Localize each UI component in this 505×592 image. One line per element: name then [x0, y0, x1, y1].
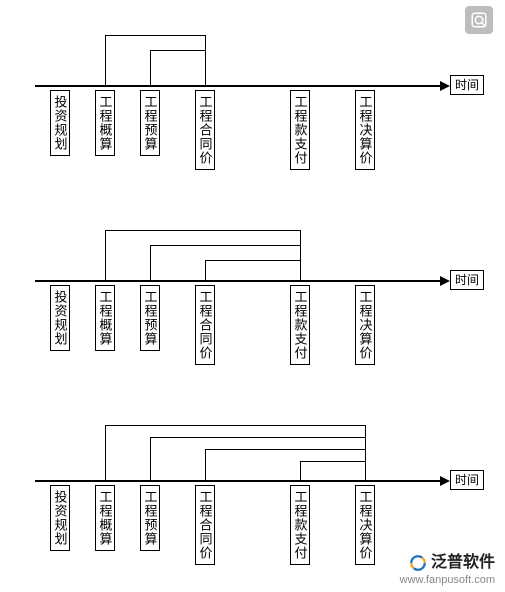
connector-vertical — [300, 230, 301, 280]
connector-horizontal — [300, 461, 365, 462]
stage-box-s5: 工程款支付 — [290, 90, 310, 170]
timeline — [35, 480, 440, 482]
connector-horizontal — [205, 260, 300, 261]
diagram-1: 时间投资规划 工程概算 工程预算 工程合同价 工程款支付 工程决算价 — [0, 0, 505, 180]
connector-horizontal — [105, 35, 205, 36]
brand-logo-icon — [409, 554, 427, 572]
connector-vertical — [150, 245, 151, 280]
connector-horizontal — [105, 425, 365, 426]
connector-vertical — [150, 50, 151, 85]
connector-vertical — [105, 230, 106, 280]
time-axis-label: 时间 — [450, 75, 484, 95]
timeline-arrow-icon — [440, 476, 450, 486]
connector-vertical — [205, 449, 206, 480]
connector-horizontal — [105, 230, 300, 231]
time-axis-label: 时间 — [450, 270, 484, 290]
stage-box-s4: 工程合同价 — [195, 90, 215, 170]
connector-vertical — [150, 437, 151, 480]
stage-box-s5: 工程款支付 — [290, 285, 310, 365]
brand-watermark: 泛普软件 www.fanpusoft.com — [400, 554, 495, 588]
connector-horizontal — [150, 437, 365, 438]
stage-box-s4: 工程合同价 — [195, 485, 215, 565]
stage-box-s3: 工程预算 — [140, 485, 160, 551]
connector-vertical — [300, 461, 301, 480]
timeline-arrow-icon — [440, 276, 450, 286]
stage-box-s3: 工程预算 — [140, 285, 160, 351]
connector-vertical — [205, 35, 206, 85]
stage-box-s1: 投资规划 — [50, 90, 70, 156]
stage-box-s5: 工程款支付 — [290, 485, 310, 565]
stage-box-s6: 工程决算价 — [355, 485, 375, 565]
brand-name: 泛普软件 — [431, 555, 495, 571]
stage-box-s4: 工程合同价 — [195, 285, 215, 365]
stage-box-s1: 投资规划 — [50, 285, 70, 351]
diagram-2: 时间投资规划 工程概算 工程预算 工程合同价 工程款支付 工程决算价 — [0, 195, 505, 375]
timeline — [35, 85, 440, 87]
connector-vertical — [205, 260, 206, 280]
timeline-arrow-icon — [440, 81, 450, 91]
connector-vertical — [105, 35, 106, 85]
diagram-3: 时间投资规划 工程概算 工程预算 工程合同价 工程款支付 工程决算价 — [0, 395, 505, 575]
brand-url: www.fanpusoft.com — [400, 572, 495, 588]
stage-box-s2: 工程概算 — [95, 485, 115, 551]
stage-box-s1: 投资规划 — [50, 485, 70, 551]
connector-vertical — [365, 425, 366, 480]
stage-box-s6: 工程决算价 — [355, 285, 375, 365]
stage-box-s2: 工程概算 — [95, 285, 115, 351]
connector-horizontal — [150, 245, 300, 246]
connector-horizontal — [150, 50, 205, 51]
timeline — [35, 280, 440, 282]
stage-box-s6: 工程决算价 — [355, 90, 375, 170]
connector-vertical — [105, 425, 106, 480]
time-axis-label: 时间 — [450, 470, 484, 490]
connector-horizontal — [205, 449, 365, 450]
stage-box-s3: 工程预算 — [140, 90, 160, 156]
stage-box-s2: 工程概算 — [95, 90, 115, 156]
